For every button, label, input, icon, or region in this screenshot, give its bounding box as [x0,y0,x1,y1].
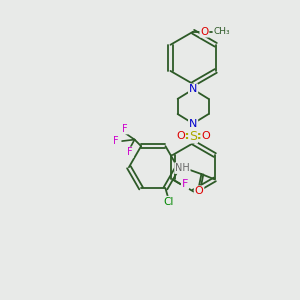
Text: Cl: Cl [164,197,174,207]
Text: N: N [189,84,197,94]
Text: NH: NH [175,163,190,173]
Text: CH₃: CH₃ [213,27,230,36]
Text: F: F [122,124,128,134]
Text: F: F [182,179,188,189]
Text: N: N [189,118,197,128]
Text: O: O [200,27,208,37]
Text: F: F [127,147,133,158]
Text: F: F [113,136,119,146]
Text: O: O [195,186,203,196]
Text: O: O [176,131,185,141]
Text: S: S [189,130,197,142]
Text: O: O [201,131,210,141]
